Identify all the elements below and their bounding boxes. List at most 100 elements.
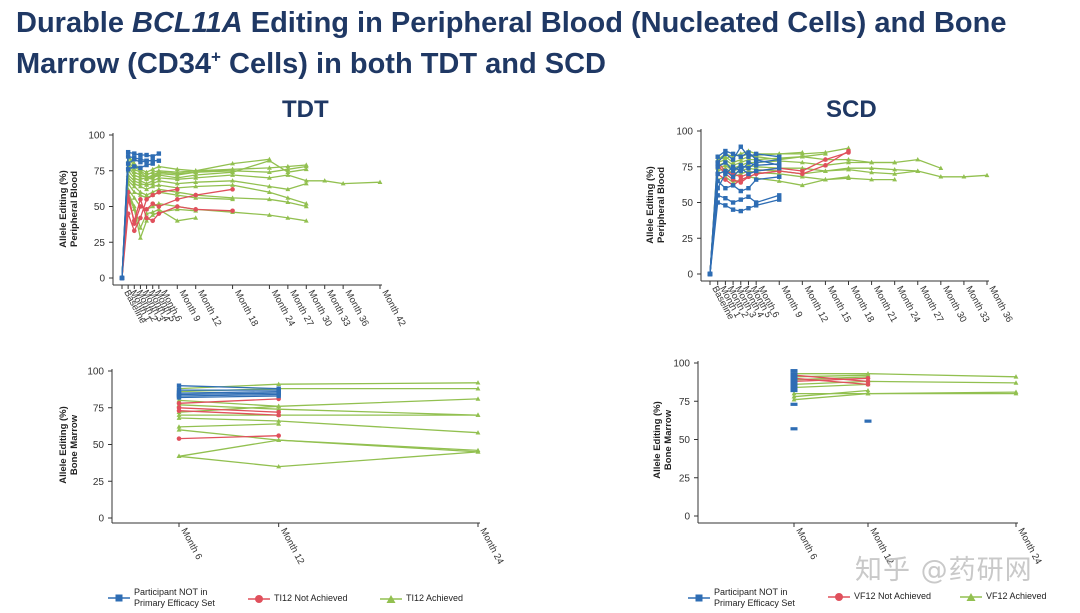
data-point: [138, 235, 143, 240]
data-point: [176, 453, 182, 459]
data-point: [144, 158, 149, 163]
data-point: [303, 218, 309, 223]
data-point: [174, 206, 180, 212]
data-point: [799, 159, 805, 165]
data-point: [799, 154, 805, 159]
data-point: [730, 168, 736, 174]
data-point: [738, 157, 744, 162]
data-point: [892, 159, 898, 165]
title-gene-name: BCL11A: [132, 7, 243, 39]
data-point: [176, 395, 182, 400]
data-point: [846, 174, 851, 179]
data-point: [193, 215, 199, 220]
data-point: [174, 171, 180, 176]
data-point: [865, 376, 871, 381]
data-point: [777, 165, 782, 171]
data-point: [150, 178, 156, 183]
data-point: [869, 165, 874, 170]
title-superscript: +: [211, 47, 221, 67]
scd-legend: Participant NOT in Primary Efficacy Set …: [688, 586, 1078, 612]
series-line: [178, 435, 279, 440]
y-tick-label: 50: [679, 435, 691, 446]
data-point: [276, 403, 282, 409]
data-point: [174, 181, 180, 186]
data-point: [131, 228, 137, 234]
data-point: [723, 171, 728, 177]
legend-item-achieved: TI12 Achieved: [380, 593, 463, 604]
legend-label: TI12 Not Achieved: [274, 593, 348, 603]
scd_bm-chart: 0 25 50 75 100 Allele Editing (%)Bone Marrow M…: [652, 359, 1044, 567]
data-point: [276, 418, 282, 423]
series-line: [178, 385, 279, 390]
data-point: [738, 154, 743, 159]
series-line: [178, 407, 279, 413]
data-point: [869, 159, 874, 165]
data-point: [285, 186, 291, 192]
series-line: [709, 170, 780, 275]
data-point: [276, 421, 282, 426]
y-tick-label: 75: [679, 397, 691, 408]
data-point: [938, 165, 944, 170]
legend-label: TI12 Achieved: [406, 593, 464, 603]
data-point: [322, 178, 328, 183]
data-point: [150, 158, 155, 163]
data-point: [823, 177, 828, 182]
data-point: [715, 154, 720, 159]
data-point: [150, 161, 155, 166]
data-point: [156, 206, 162, 212]
blue-square-marker-icon: [108, 594, 130, 602]
series-line: [793, 377, 869, 386]
data-point: [267, 212, 272, 217]
data-point: [722, 162, 728, 168]
data-point: [176, 427, 182, 432]
data-point: [723, 160, 728, 165]
data-point: [150, 212, 156, 217]
data-point: [193, 183, 199, 189]
data-point: [156, 204, 162, 209]
data-point: [144, 172, 149, 177]
data-point: [138, 152, 143, 158]
data-point: [144, 162, 149, 168]
data-point: [144, 182, 149, 187]
data-point: [707, 271, 713, 277]
series-line: [178, 393, 279, 397]
data-point: [799, 182, 805, 188]
title-text: Cells) in both TDT and SCD: [220, 48, 606, 80]
data-point: [800, 171, 805, 177]
data-point: [285, 169, 291, 174]
data-point: [138, 204, 143, 209]
y-tick-label: 0: [98, 514, 104, 525]
data-point: [150, 201, 156, 206]
data-point: [125, 211, 131, 216]
data-point: [961, 174, 967, 179]
data-point: [738, 188, 743, 194]
title-text: Marrow (CD34: [16, 48, 211, 80]
data-point: [753, 200, 759, 205]
data-point: [193, 172, 199, 177]
tdt-panel-title: TDT: [282, 96, 329, 123]
data-point: [790, 388, 798, 393]
data-point: [176, 415, 182, 420]
series-line: [178, 398, 479, 407]
x-tick-label: Month 6: [178, 526, 204, 561]
y-tick-label: 100: [673, 359, 690, 370]
data-point: [230, 196, 235, 202]
series-line: [178, 423, 279, 428]
data-point: [150, 169, 156, 174]
data-point: [230, 172, 235, 177]
data-point: [776, 178, 782, 183]
data-point: [230, 187, 235, 192]
data-point: [722, 154, 728, 159]
data-point: [746, 160, 751, 165]
data-point: [174, 189, 180, 194]
data-point: [475, 380, 481, 385]
data-point: [144, 152, 149, 158]
data-point: [156, 211, 162, 216]
series-line: [793, 383, 869, 389]
data-point: [138, 181, 143, 186]
data-point: [138, 169, 143, 174]
data-point: [723, 148, 728, 154]
data-point: [475, 412, 481, 417]
data-point: [144, 175, 149, 180]
data-point: [738, 168, 743, 174]
